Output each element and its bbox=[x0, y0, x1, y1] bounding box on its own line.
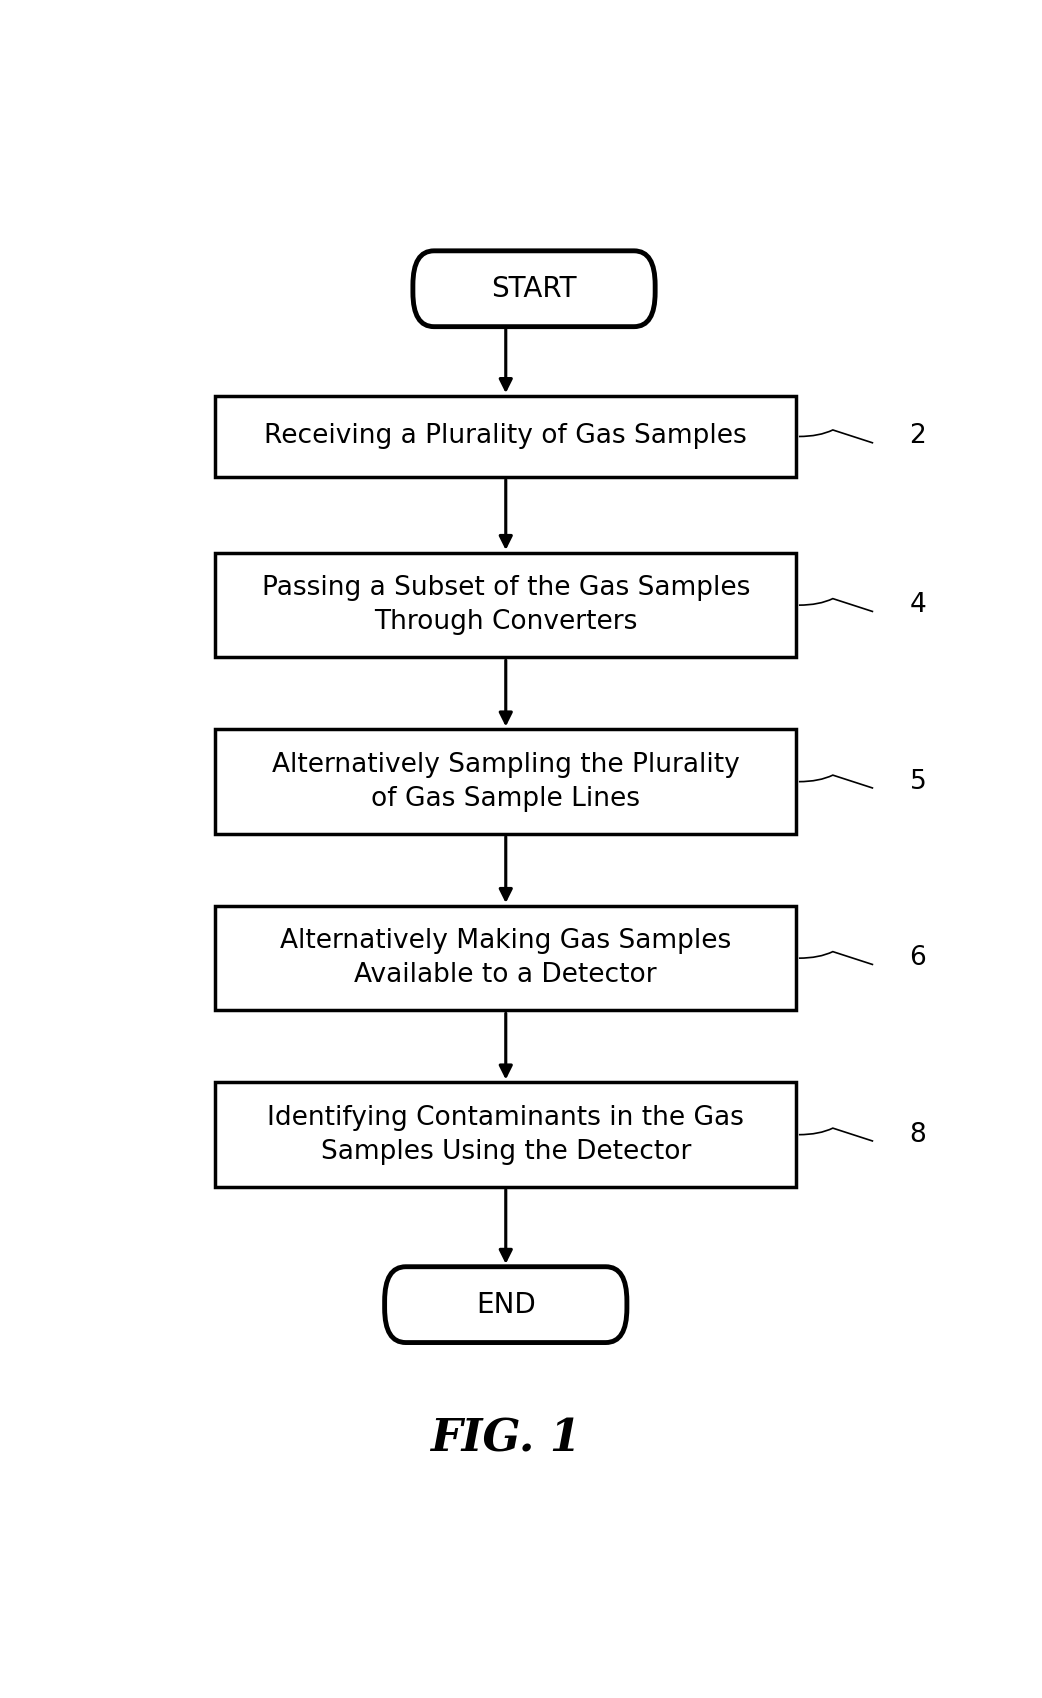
Text: 2: 2 bbox=[910, 423, 926, 450]
Text: 4: 4 bbox=[910, 593, 926, 618]
Bar bbox=[215, 554, 796, 657]
Text: Identifying Contaminants in the Gas
Samples Using the Detector: Identifying Contaminants in the Gas Samp… bbox=[268, 1105, 744, 1165]
Bar bbox=[215, 1082, 796, 1187]
Text: START: START bbox=[491, 275, 577, 302]
Text: Alternatively Sampling the Plurality
of Gas Sample Lines: Alternatively Sampling the Plurality of … bbox=[272, 752, 740, 812]
Bar bbox=[215, 730, 796, 834]
Text: END: END bbox=[476, 1290, 536, 1319]
Text: 6: 6 bbox=[910, 946, 926, 971]
Bar bbox=[215, 396, 796, 477]
FancyBboxPatch shape bbox=[413, 251, 655, 326]
Text: Alternatively Making Gas Samples
Available to a Detector: Alternatively Making Gas Samples Availab… bbox=[280, 929, 731, 988]
Bar bbox=[215, 905, 796, 1010]
Text: Receiving a Plurality of Gas Samples: Receiving a Plurality of Gas Samples bbox=[265, 423, 747, 450]
Text: Passing a Subset of the Gas Samples
Through Converters: Passing a Subset of the Gas Samples Thro… bbox=[262, 576, 750, 635]
Text: 5: 5 bbox=[910, 769, 926, 795]
FancyBboxPatch shape bbox=[384, 1267, 627, 1343]
Text: FIG. 1: FIG. 1 bbox=[430, 1418, 581, 1460]
Text: 8: 8 bbox=[910, 1122, 926, 1148]
